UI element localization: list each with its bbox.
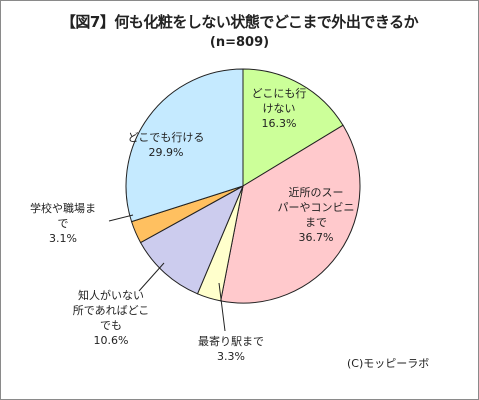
slice-value-label: 29.9% bbox=[149, 146, 184, 159]
slice-category-text: 近所のスー bbox=[289, 186, 344, 199]
slice-category-text: パーやコンビニ bbox=[278, 201, 355, 214]
pie-slice-4 bbox=[139, 184, 245, 295]
slice-value-label: 3.1% bbox=[49, 232, 77, 245]
slice-category-text: けない bbox=[263, 102, 296, 115]
slice-label-3: 最寄り駅まで 3.3% bbox=[198, 334, 264, 363]
slice-category-text: 学校や職場ま bbox=[30, 201, 96, 215]
pie-slice-1 bbox=[242, 68, 344, 187]
leader-line-5 bbox=[108, 214, 134, 222]
slice-value-label: 10.6% bbox=[94, 334, 129, 347]
slice-category-text: どこでも行ける bbox=[128, 131, 205, 144]
slice-label-6: どこでも行ける 29.9% bbox=[128, 131, 205, 159]
leader-line-3 bbox=[218, 282, 226, 332]
chart-title: 【図7】何も化粧をしない状態でどこまで外出できるか bbox=[60, 13, 419, 31]
credit-text: (C)モッピーラボ bbox=[347, 357, 430, 370]
leader-line-4 bbox=[138, 262, 165, 292]
slice-value-label: 36.7% bbox=[299, 231, 334, 244]
slice-category-text: まで bbox=[305, 216, 327, 229]
chart-subtitle: (n=809) bbox=[209, 35, 270, 50]
pie-slice-2 bbox=[220, 124, 361, 304]
slice-category-text: どこにも行 bbox=[252, 87, 307, 100]
slice-category-text: 知人がいない bbox=[78, 288, 144, 302]
slice-value-label: 3.3% bbox=[217, 350, 245, 363]
slice-value-label: 16.3% bbox=[262, 117, 297, 130]
pie-slice-6 bbox=[125, 68, 244, 223]
pie-slices bbox=[125, 68, 361, 304]
slice-category-text: でも bbox=[100, 319, 122, 332]
slice-category-text: 最寄り駅まで bbox=[198, 334, 264, 348]
slice-category-text: 所であればどこ bbox=[73, 304, 150, 317]
slice-category-text: で bbox=[58, 217, 69, 230]
